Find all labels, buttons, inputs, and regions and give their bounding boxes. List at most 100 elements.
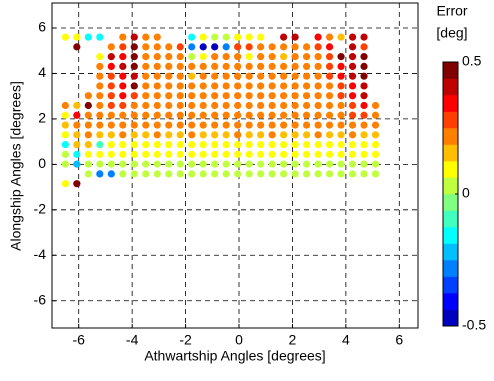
- point: [268, 150, 276, 158]
- point: [165, 92, 173, 100]
- point: [337, 150, 345, 158]
- point: [280, 121, 288, 129]
- point: [153, 33, 161, 41]
- point: [280, 82, 288, 90]
- point: [314, 82, 322, 90]
- point: [107, 92, 115, 100]
- point: [73, 33, 81, 41]
- point: [314, 150, 322, 158]
- point: [348, 131, 357, 139]
- point: [371, 150, 380, 158]
- point: [107, 101, 115, 110]
- point: [234, 131, 242, 139]
- point: [130, 160, 138, 168]
- point: [107, 53, 115, 61]
- point: [348, 43, 357, 51]
- point: [245, 131, 253, 139]
- colorbar-band: [443, 62, 458, 79]
- point: [211, 62, 219, 71]
- point: [188, 170, 196, 178]
- point: [360, 140, 368, 149]
- point: [176, 82, 184, 90]
- colorbar-tick-label: -0.5: [462, 317, 486, 333]
- point: [199, 33, 207, 41]
- point: [199, 131, 207, 139]
- point: [257, 150, 265, 158]
- point: [61, 140, 69, 149]
- point: [348, 121, 357, 129]
- point: [211, 92, 219, 100]
- y-tick-label: 0: [38, 155, 46, 171]
- point: [188, 140, 196, 149]
- point: [302, 62, 311, 71]
- point: [371, 121, 380, 129]
- point: [348, 62, 357, 71]
- point: [73, 150, 81, 158]
- point: [337, 101, 345, 110]
- x-tick-label: 6: [395, 332, 403, 348]
- point: [142, 43, 150, 51]
- point: [153, 111, 161, 119]
- point: [257, 131, 265, 139]
- point: [245, 43, 253, 51]
- point: [199, 101, 207, 110]
- point: [130, 170, 138, 178]
- point: [153, 150, 161, 158]
- point: [360, 82, 368, 90]
- point: [360, 62, 368, 71]
- y-tick-label: 6: [38, 19, 46, 35]
- point: [96, 160, 104, 168]
- point: [84, 121, 92, 129]
- point: [84, 92, 92, 100]
- point: [314, 101, 322, 110]
- point: [325, 92, 334, 100]
- point: [165, 111, 173, 119]
- point: [130, 140, 138, 149]
- point: [314, 131, 322, 139]
- point: [130, 150, 138, 158]
- point: [165, 140, 173, 149]
- point: [348, 170, 357, 178]
- point: [119, 53, 127, 61]
- point: [234, 160, 242, 168]
- point: [130, 111, 138, 119]
- point: [337, 121, 345, 129]
- point: [291, 92, 299, 100]
- point: [165, 62, 173, 71]
- point: [119, 121, 127, 129]
- point: [142, 33, 150, 41]
- point: [142, 140, 150, 149]
- point: [188, 111, 196, 119]
- y-tick-label: -4: [34, 246, 47, 262]
- point: [222, 92, 230, 100]
- point: [84, 160, 92, 168]
- point: [176, 121, 184, 129]
- point: [119, 111, 127, 119]
- point: [153, 170, 161, 178]
- point: [165, 131, 173, 139]
- point: [337, 160, 345, 168]
- point: [314, 62, 322, 71]
- point: [176, 62, 184, 71]
- point: [119, 131, 127, 139]
- point: [280, 62, 288, 71]
- point: [234, 72, 242, 80]
- point: [257, 43, 265, 51]
- point: [73, 180, 81, 188]
- point: [188, 101, 196, 110]
- point: [96, 150, 104, 158]
- point: [188, 33, 196, 41]
- point: [119, 43, 127, 51]
- point: [119, 140, 127, 149]
- point: [291, 43, 299, 51]
- colorbar-band: [443, 128, 458, 145]
- point: [245, 33, 253, 41]
- point: [96, 72, 104, 80]
- point: [302, 170, 311, 178]
- point: [199, 160, 207, 168]
- point: [84, 170, 92, 178]
- point: [222, 140, 230, 149]
- colorbar-band: [443, 293, 458, 310]
- point: [107, 131, 115, 139]
- point: [360, 150, 368, 158]
